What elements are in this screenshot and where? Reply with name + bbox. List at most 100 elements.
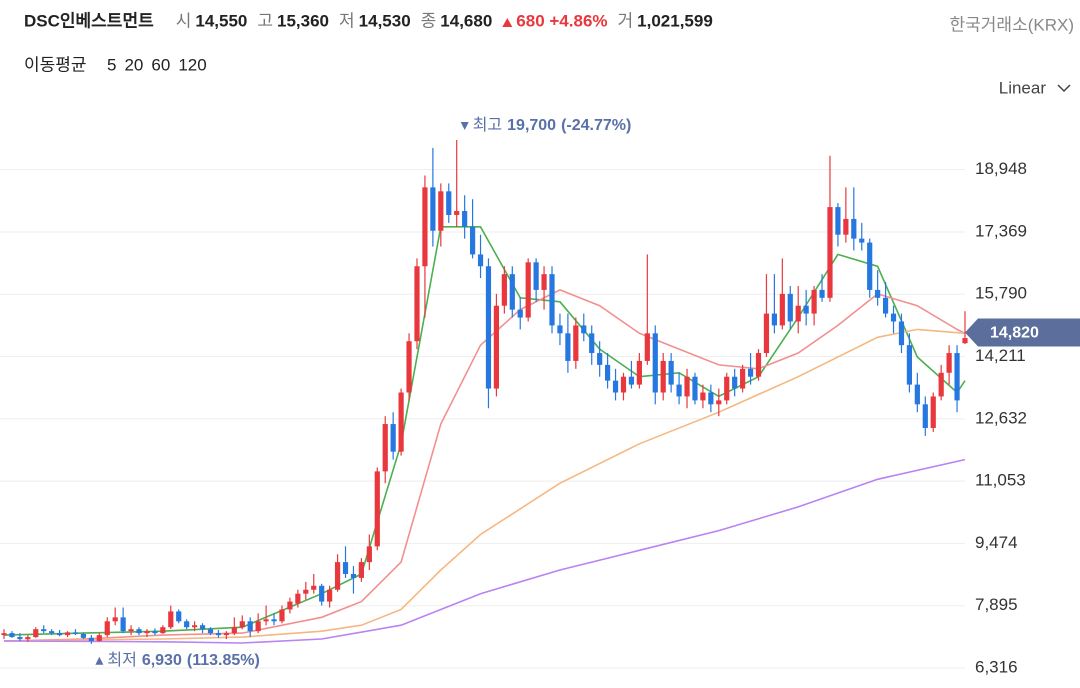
field-value: 14,550 — [195, 11, 247, 30]
field-value: 15,360 — [277, 11, 329, 30]
candle-body — [342, 562, 349, 574]
y-tick-label: 17,369 — [975, 221, 1027, 240]
candle-body — [136, 629, 142, 634]
legend-entry: 60 — [151, 55, 170, 74]
candle-body — [374, 471, 380, 547]
candle-body — [17, 637, 23, 640]
candle-body — [914, 384, 920, 405]
candle-body — [462, 211, 468, 227]
y-tick-label: 11,053 — [975, 471, 1026, 490]
candle-body — [517, 309, 523, 318]
up-arrow — [502, 18, 513, 27]
candle-body — [49, 631, 55, 634]
candle-body — [144, 631, 150, 634]
annotation-arrow — [460, 122, 469, 131]
candle-body — [684, 376, 690, 397]
annotation-value-label: 19,700 — [507, 117, 556, 134]
candle-body — [279, 609, 285, 622]
candle-body — [390, 424, 396, 452]
candle-body — [215, 633, 222, 636]
header: DSC인베스트먼트 시 14,550 고 15,360 저 14,530 종 14,680 680… — [24, 11, 713, 30]
candle-body — [199, 625, 206, 630]
candle-body — [660, 360, 666, 393]
candle-body — [25, 637, 31, 640]
candle-body — [875, 289, 881, 298]
candle-body — [882, 297, 889, 314]
candle-body — [104, 621, 110, 636]
chevron[interactable] — [1057, 84, 1071, 93]
candle-body — [72, 632, 79, 634]
candle-body — [9, 633, 15, 638]
candle-body — [597, 353, 603, 365]
candle-body — [295, 593, 301, 604]
candle-body — [795, 305, 801, 322]
candle-body — [239, 621, 245, 628]
candle-body — [454, 211, 460, 215]
candle-body — [168, 611, 174, 628]
candle-body — [525, 262, 531, 318]
candle-body — [422, 187, 428, 267]
candle-body — [311, 585, 317, 590]
candle-body — [334, 562, 341, 590]
candle-body — [779, 293, 785, 326]
candle-body — [628, 376, 635, 385]
field-label: 고 — [257, 11, 273, 30]
candle-body — [867, 242, 873, 290]
candle-body — [763, 313, 770, 354]
candle-body — [398, 392, 404, 452]
candle-body — [128, 629, 134, 632]
candle-body — [33, 629, 39, 638]
candle-body — [263, 619, 269, 622]
candle-body — [303, 589, 309, 594]
field-label: 시 — [176, 11, 192, 30]
candle-body — [160, 627, 166, 634]
stock-name: DSC인베스트먼트 — [24, 11, 154, 30]
annotation-change: (113.85%) — [187, 652, 260, 669]
scale-mode[interactable]: Linear — [999, 78, 1047, 97]
candle-body — [533, 262, 539, 290]
candle-body — [120, 617, 126, 632]
candle-body — [827, 207, 833, 298]
annotation-change: (-24.77%) — [561, 117, 631, 134]
legend-entry: 20 — [124, 55, 143, 74]
candle-body — [176, 611, 182, 622]
ma-line — [3, 458, 966, 644]
candle-body — [835, 207, 841, 235]
candle-body — [41, 629, 47, 632]
candle-body — [716, 400, 722, 405]
candle-body — [811, 289, 817, 314]
candle-body — [636, 360, 642, 385]
candle-body — [803, 305, 809, 314]
candle-body — [287, 601, 293, 610]
legend-entry: 5 — [107, 55, 116, 74]
y-tick-label: 7,895 — [975, 595, 1018, 614]
candle-body — [247, 621, 253, 632]
volume: 1,021,599 — [637, 11, 713, 30]
candle-body — [676, 384, 682, 397]
candle-body — [589, 333, 595, 354]
candle-body — [184, 621, 190, 628]
candle-body — [469, 226, 476, 255]
candle-body — [708, 392, 714, 405]
candle-body — [319, 585, 325, 602]
candle-body — [581, 325, 587, 334]
candle-body — [327, 589, 333, 602]
candle-body — [485, 266, 492, 389]
exchange: 한국거래소(KRX) — [950, 15, 1074, 34]
candle-body — [112, 617, 118, 622]
candle-body — [620, 376, 627, 393]
candle-body — [350, 573, 357, 578]
change: 680 +4.86% — [516, 11, 607, 30]
ma-line — [3, 289, 966, 642]
candle-body — [366, 546, 372, 563]
candle-body — [843, 218, 849, 235]
candle-body — [80, 633, 87, 638]
candle-body — [898, 321, 905, 346]
candle-body — [732, 376, 738, 389]
candle-body — [906, 345, 913, 385]
field-value: 14,680 — [440, 11, 492, 30]
candle-body — [859, 238, 865, 243]
candle-body — [922, 404, 928, 428]
candle-body — [231, 627, 237, 634]
candle-body — [938, 372, 944, 397]
